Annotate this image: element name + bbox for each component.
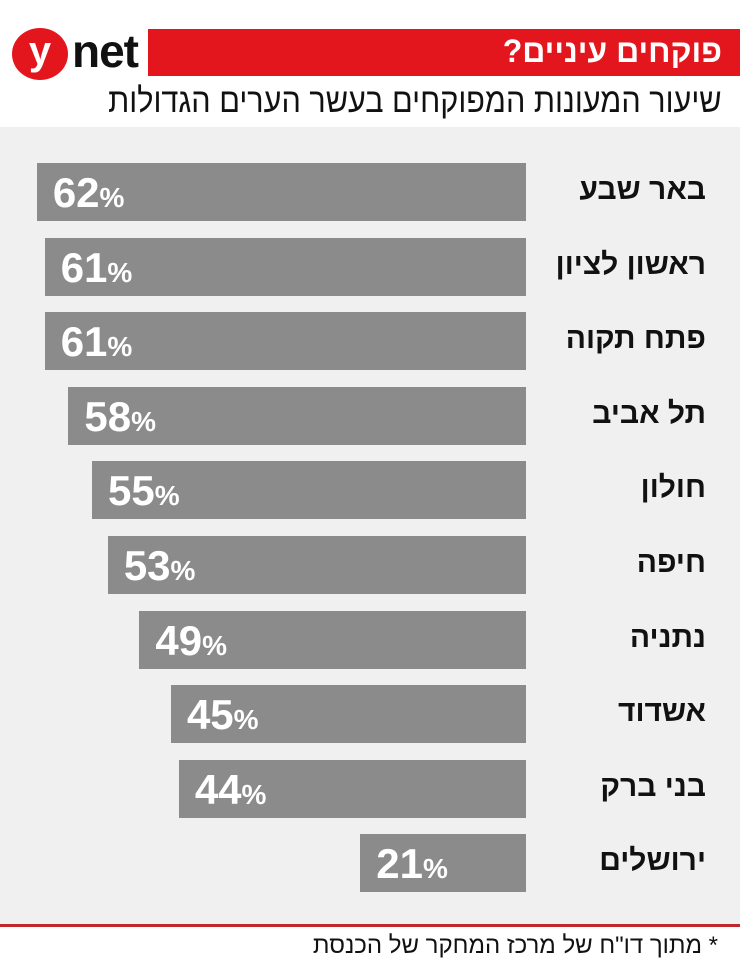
bar: 45% bbox=[170, 685, 526, 744]
bar: 21% bbox=[360, 834, 526, 893]
data-label: 58% bbox=[84, 392, 156, 440]
bar: 53% bbox=[107, 536, 526, 594]
category-label: תל אביב bbox=[592, 396, 706, 430]
category-label: ירושלים bbox=[599, 844, 706, 878]
bar: 61% bbox=[44, 312, 526, 371]
category-label: ראשון לציון bbox=[555, 247, 706, 281]
logo-net: net bbox=[72, 25, 139, 77]
category-label: אשדוד bbox=[618, 695, 706, 729]
bar: 55% bbox=[92, 461, 526, 520]
bar: 44% bbox=[178, 759, 526, 818]
data-label: 61% bbox=[60, 243, 133, 291]
divider bbox=[0, 924, 740, 927]
category-label: נתניה bbox=[629, 620, 706, 654]
data-label: 49% bbox=[155, 616, 227, 664]
title-bar: פוקחים עיניים? bbox=[148, 29, 740, 76]
footnote: * מתוך דו"ח של מרכז המחקר של הכנסת bbox=[312, 932, 718, 959]
data-label: 62% bbox=[52, 169, 125, 216]
data-label: 44% bbox=[194, 765, 267, 813]
bar: 62% bbox=[36, 163, 526, 221]
category-label: באר שבע bbox=[579, 173, 706, 206]
bar: 61% bbox=[44, 237, 526, 296]
chart-title: פוקחים עיניים? bbox=[502, 33, 722, 69]
data-label: 53% bbox=[123, 542, 196, 589]
data-label: 45% bbox=[186, 691, 259, 739]
ynet-logo: y net bbox=[8, 25, 143, 80]
data-label: 21% bbox=[376, 840, 448, 888]
category-label: פתח תקוה bbox=[565, 322, 706, 356]
logo-y: y bbox=[12, 28, 68, 80]
bar: 49% bbox=[139, 610, 526, 669]
data-label: 55% bbox=[108, 467, 180, 515]
data-label: 61% bbox=[60, 318, 133, 366]
category-label: חיפה bbox=[636, 546, 706, 579]
category-label: בני ברק bbox=[600, 769, 706, 803]
bar: 58% bbox=[68, 386, 526, 445]
category-label: חולון bbox=[640, 471, 706, 505]
chart-subtitle: שיעור המעונות המפוקחים בעשר הערים הגדולו… bbox=[108, 82, 722, 120]
